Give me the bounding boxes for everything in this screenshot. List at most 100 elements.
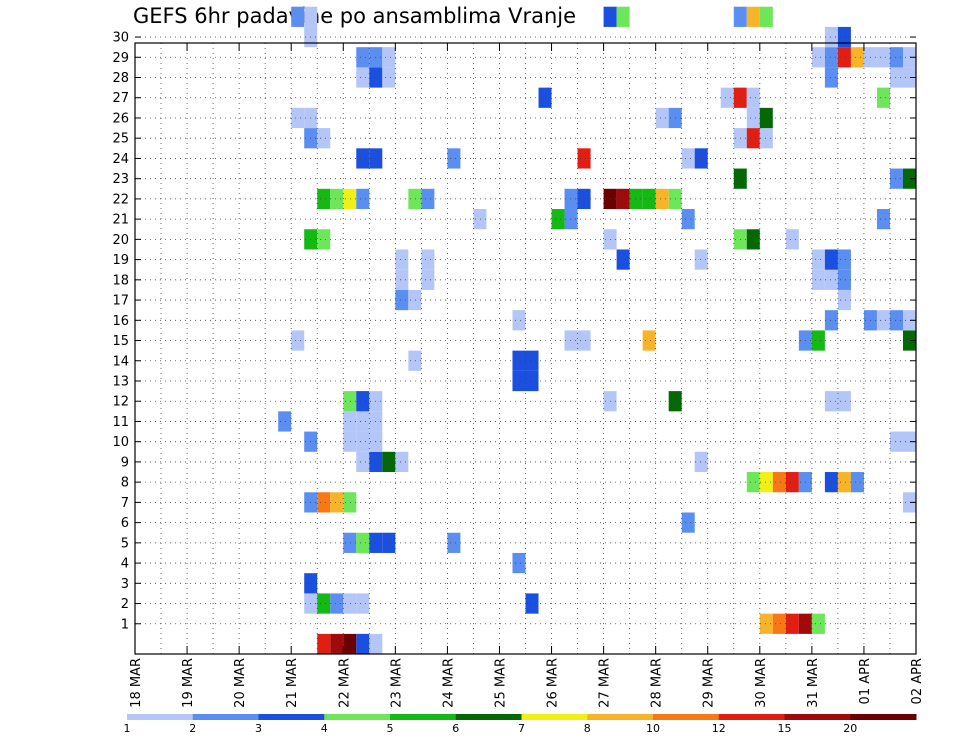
heatmap-cell (525, 350, 539, 371)
heatmap-cell (564, 330, 578, 351)
heatmap-cell (889, 310, 903, 331)
heatmap-cell (902, 67, 916, 88)
plot-frame (134, 42, 917, 655)
heatmap-cell (356, 411, 370, 432)
heatmap-cell (343, 633, 357, 655)
heatmap-cell (824, 269, 838, 290)
heatmap-cell (759, 6, 773, 27)
x-tick-label: 20 MAR (233, 658, 248, 708)
x-tick-label: 23 MAR (389, 658, 404, 708)
y-tick-label: 6 (121, 516, 129, 531)
gridlines (134, 36, 917, 654)
heatmap-cell (889, 431, 903, 452)
heatmap-cell (876, 310, 890, 331)
heatmap-cell (447, 532, 461, 553)
heatmap-cell (655, 107, 669, 129)
x-tick-label: 30 MAR (754, 658, 769, 708)
heatmap-cell (655, 188, 669, 210)
y-tick-label: 20 (112, 233, 129, 248)
legend-label: 7 (518, 722, 525, 735)
y-tick-label: 30 (112, 31, 129, 46)
heatmap-cell (759, 128, 773, 149)
x-tick-label: 22 MAR (337, 658, 352, 708)
heatmap-cell (317, 633, 331, 655)
heatmap-cell (876, 209, 890, 230)
y-tick-label: 29 (112, 51, 129, 66)
y-tick-label: 9 (121, 455, 129, 470)
y-tick-label: 12 (112, 395, 129, 410)
heatmap-cell (356, 67, 370, 88)
heatmap-cell (577, 330, 591, 351)
y-tick-label: 27 (112, 91, 129, 106)
legend-swatch (850, 714, 917, 720)
heatmap-cell (551, 209, 565, 230)
y-tick-label: 22 (112, 192, 129, 207)
heatmap-cell (902, 47, 916, 68)
color-legend: 1 2 3 4 5 6 7 8 10 12 15 20 (124, 714, 917, 735)
heatmap-cell (902, 168, 916, 189)
heatmap-cell (395, 289, 409, 311)
heatmap-cell (356, 431, 370, 452)
x-tick-label: 25 MAR (493, 658, 508, 708)
heatmap-cell (317, 128, 331, 149)
heatmap-cell (889, 67, 903, 88)
heatmap-cell (343, 391, 357, 412)
y-tick-label: 13 (112, 374, 129, 389)
heatmap-cell (564, 188, 578, 210)
x-tick-label: 02 APR (910, 658, 925, 704)
heatmap-cell (759, 472, 773, 493)
heatmap-cell (408, 289, 422, 311)
heatmap-cell (824, 391, 838, 412)
y-tick-label: 5 (121, 536, 129, 551)
chart-title: GEFS 6hr padavine po ansamblima Vranje (133, 4, 577, 28)
heatmap-cell (902, 330, 916, 351)
heatmap-cell (837, 47, 851, 68)
heatmap-cell (694, 148, 708, 169)
heatmap-cell (850, 472, 864, 493)
legend-label: 8 (584, 722, 591, 735)
heatmap-cells (278, 6, 916, 655)
y-tick-label: 7 (121, 496, 129, 511)
legend-swatch (390, 714, 457, 720)
legend-swatch (521, 714, 588, 720)
heatmap-cell (382, 451, 396, 473)
heatmap-cell (811, 613, 825, 634)
heatmap-cell (317, 188, 331, 210)
heatmap-cell (564, 209, 578, 230)
legend-swatch (127, 714, 194, 720)
heatmap-cell (746, 472, 760, 493)
heatmap-cell (291, 6, 305, 27)
y-tick-label: 1 (121, 617, 129, 632)
heatmap-cell (356, 532, 370, 553)
legend-label: 6 (452, 722, 459, 735)
legend-label: 4 (321, 722, 328, 735)
heatmap-cell (382, 47, 396, 68)
heatmap-cell (408, 350, 422, 371)
heatmap-cell (356, 451, 370, 473)
heatmap-cell (642, 330, 656, 351)
x-tick-label: 19 MAR (181, 658, 196, 708)
heatmap-cell (512, 552, 526, 574)
heatmap-cell (746, 107, 760, 129)
heatmap-cell (616, 249, 630, 270)
heatmap-cell (824, 67, 838, 88)
x-tick-label: 01 APR (858, 658, 873, 704)
heatmap-cell (304, 6, 318, 27)
heatmap-cell (785, 613, 799, 634)
heatmap-cell (330, 492, 344, 513)
y-tick-label: 8 (121, 476, 129, 491)
y-tick-label: 15 (112, 334, 129, 349)
heatmap-cell (902, 492, 916, 513)
y-tick-label: 25 (112, 132, 129, 147)
x-tick-label: 27 MAR (598, 658, 613, 708)
y-tick-label: 26 (112, 111, 129, 126)
heatmap-cell (759, 107, 773, 129)
heatmap-cell (824, 26, 838, 48)
x-tick-label: 29 MAR (702, 658, 717, 708)
y-tick-label: 2 (121, 597, 129, 612)
heatmap-cell (395, 249, 409, 270)
y-tick-label: 14 (112, 354, 129, 369)
heatmap-cell (330, 593, 344, 614)
heatmap-cell (603, 6, 617, 27)
heatmap-cell (850, 47, 864, 68)
